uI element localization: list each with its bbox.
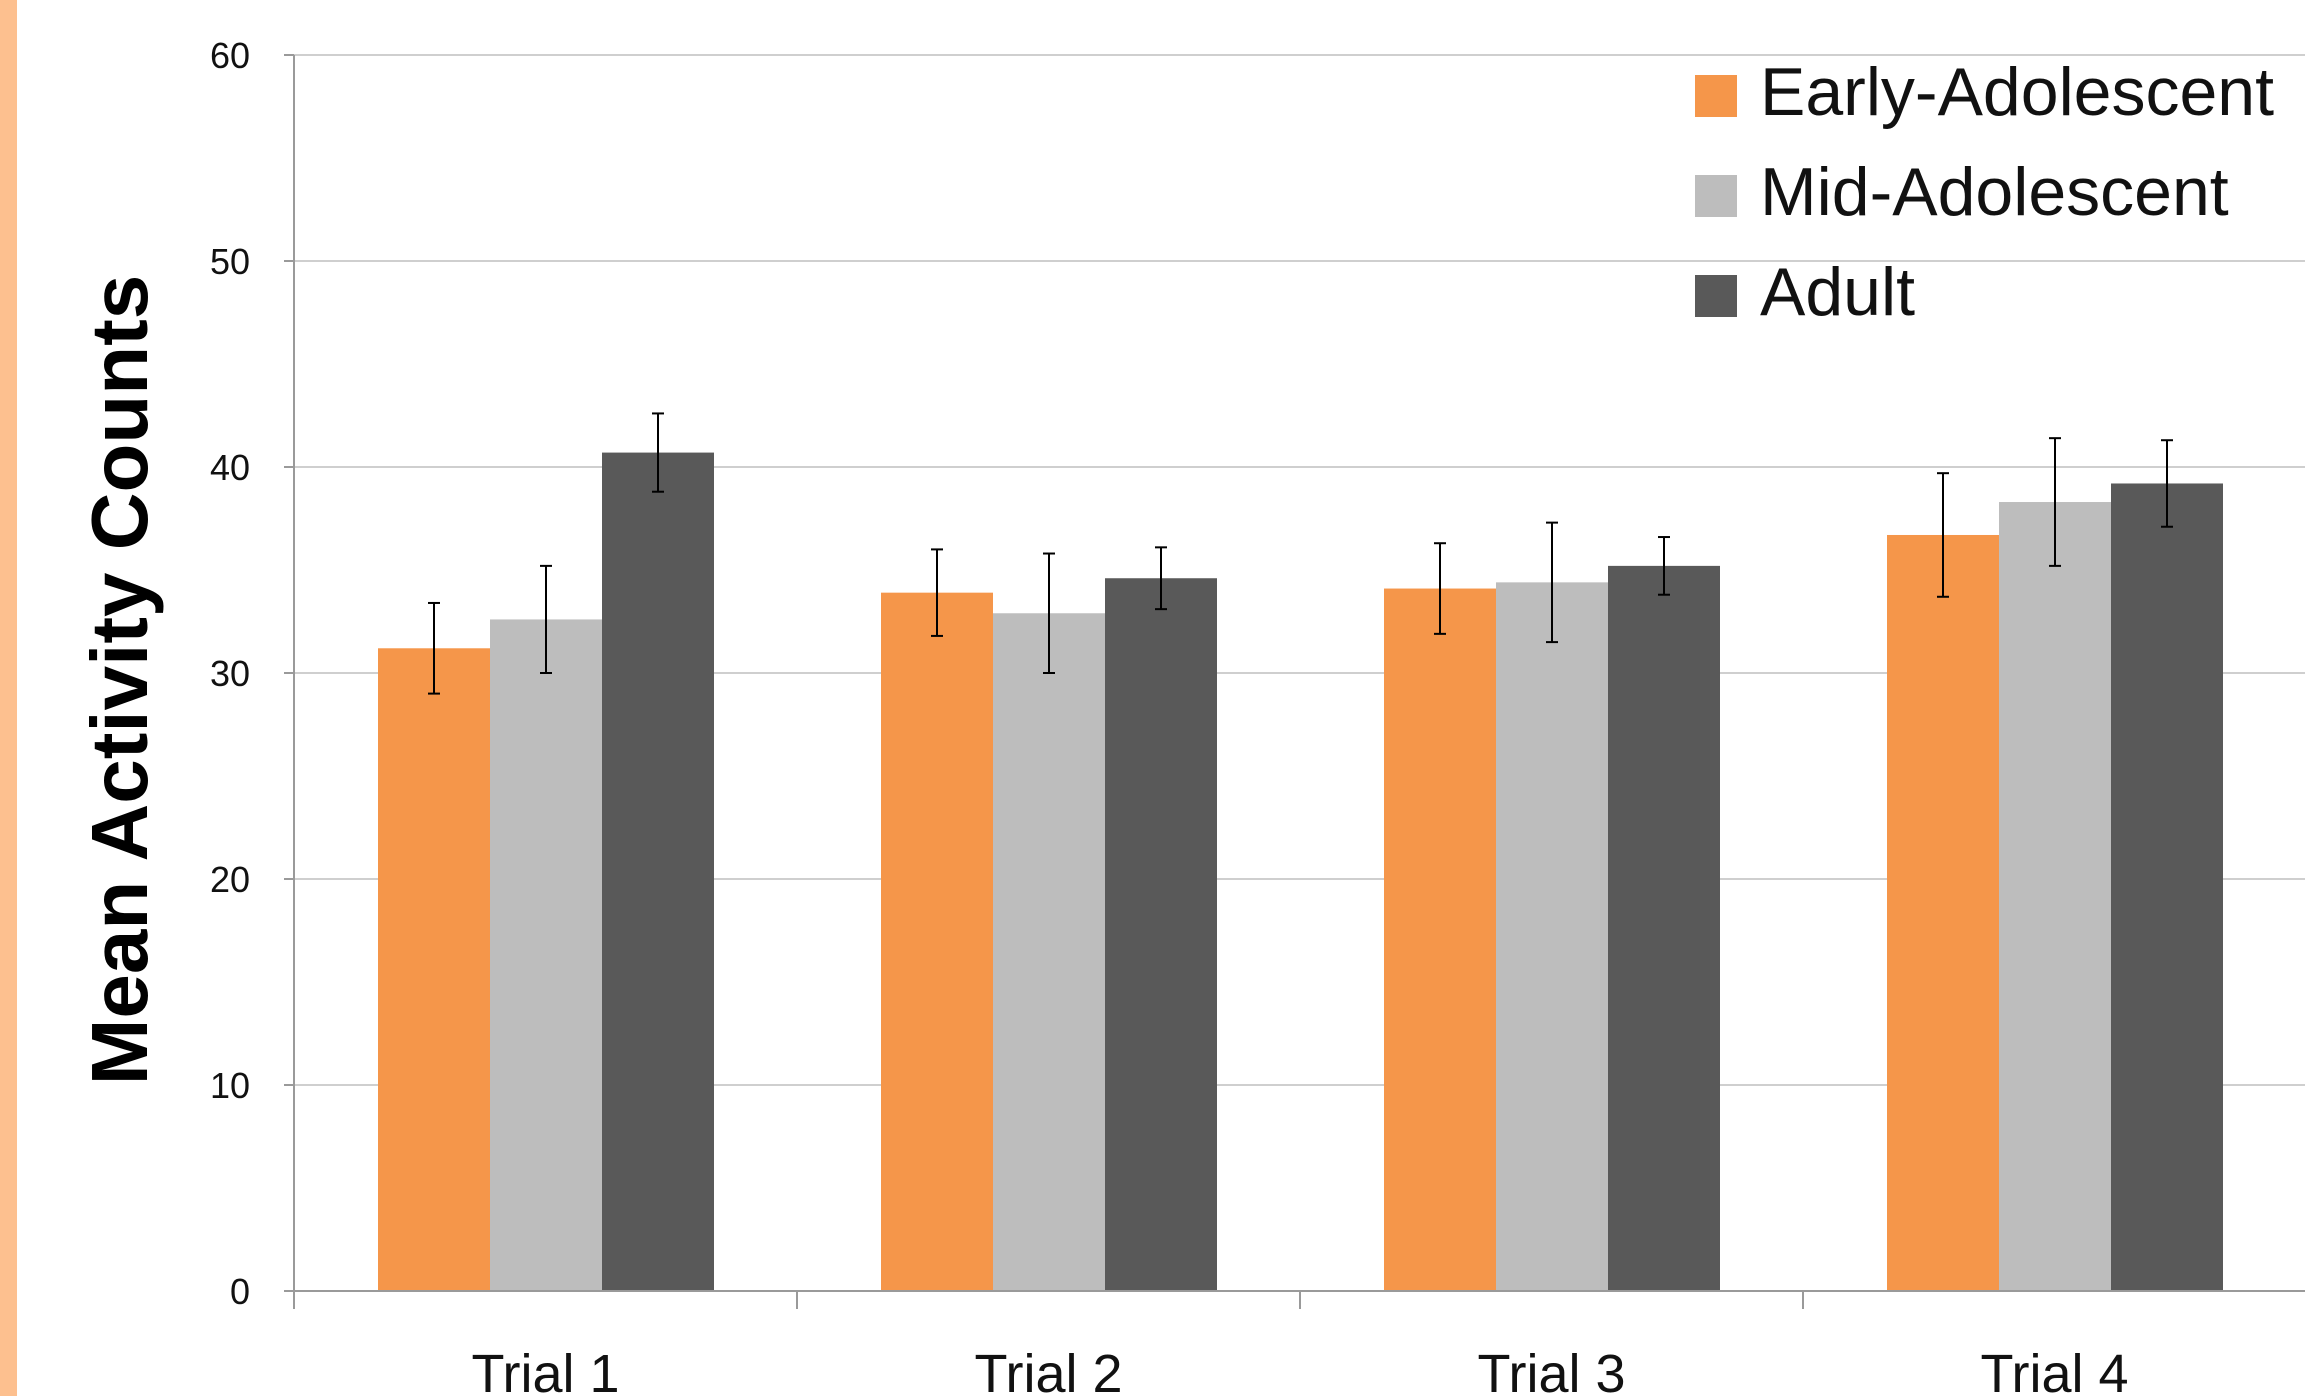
- x-tick-label: Trial 2: [974, 1344, 1122, 1396]
- legend-swatch: [1695, 175, 1737, 217]
- left-accent-strip: [0, 0, 17, 1396]
- bar: [881, 592, 993, 1291]
- y-tick-label: 40: [210, 447, 250, 488]
- x-tick-labels: Trial 1 Trial 2 Trial 3 Trial 4: [471, 1344, 2128, 1396]
- bar: [490, 619, 602, 1291]
- bar: [1999, 502, 2111, 1291]
- legend-label: Early-Adolescent: [1760, 54, 2274, 130]
- x-tick-label: Trial 1: [471, 1344, 619, 1396]
- bar: [1384, 588, 1496, 1291]
- bar: [602, 452, 714, 1292]
- legend-label: Mid-Adolescent: [1760, 154, 2229, 230]
- error-bars: [428, 412, 2173, 695]
- y-tick-label: 30: [210, 653, 250, 694]
- y-axis-label: Mean Activity Counts: [75, 275, 164, 1085]
- legend-label: Adult: [1760, 254, 1915, 330]
- y-tick-label: 60: [210, 35, 250, 76]
- bar: [1496, 582, 1608, 1291]
- bar: [1887, 534, 1999, 1291]
- bar: [993, 613, 1105, 1291]
- bar: [2111, 483, 2223, 1292]
- bar: [1105, 578, 1217, 1291]
- y-tick-label: 50: [210, 241, 250, 282]
- bar: [1608, 565, 1720, 1291]
- x-tick-label: Trial 4: [1980, 1344, 2128, 1396]
- legend-swatch: [1695, 275, 1737, 317]
- y-tick-label: 10: [210, 1065, 250, 1106]
- y-tick-labels: 0 10 20 30 40 50 60: [210, 35, 250, 1312]
- bars: [378, 452, 2223, 1292]
- y-tick-label: 0: [230, 1271, 250, 1312]
- y-tick-label: 20: [210, 859, 250, 900]
- bar: [378, 648, 490, 1291]
- x-tick-label: Trial 3: [1477, 1344, 1625, 1396]
- legend-swatch: [1695, 75, 1737, 117]
- legend: Early-Adolescent Mid-Adolescent Adult: [1695, 54, 2274, 330]
- axes: [284, 54, 2305, 1309]
